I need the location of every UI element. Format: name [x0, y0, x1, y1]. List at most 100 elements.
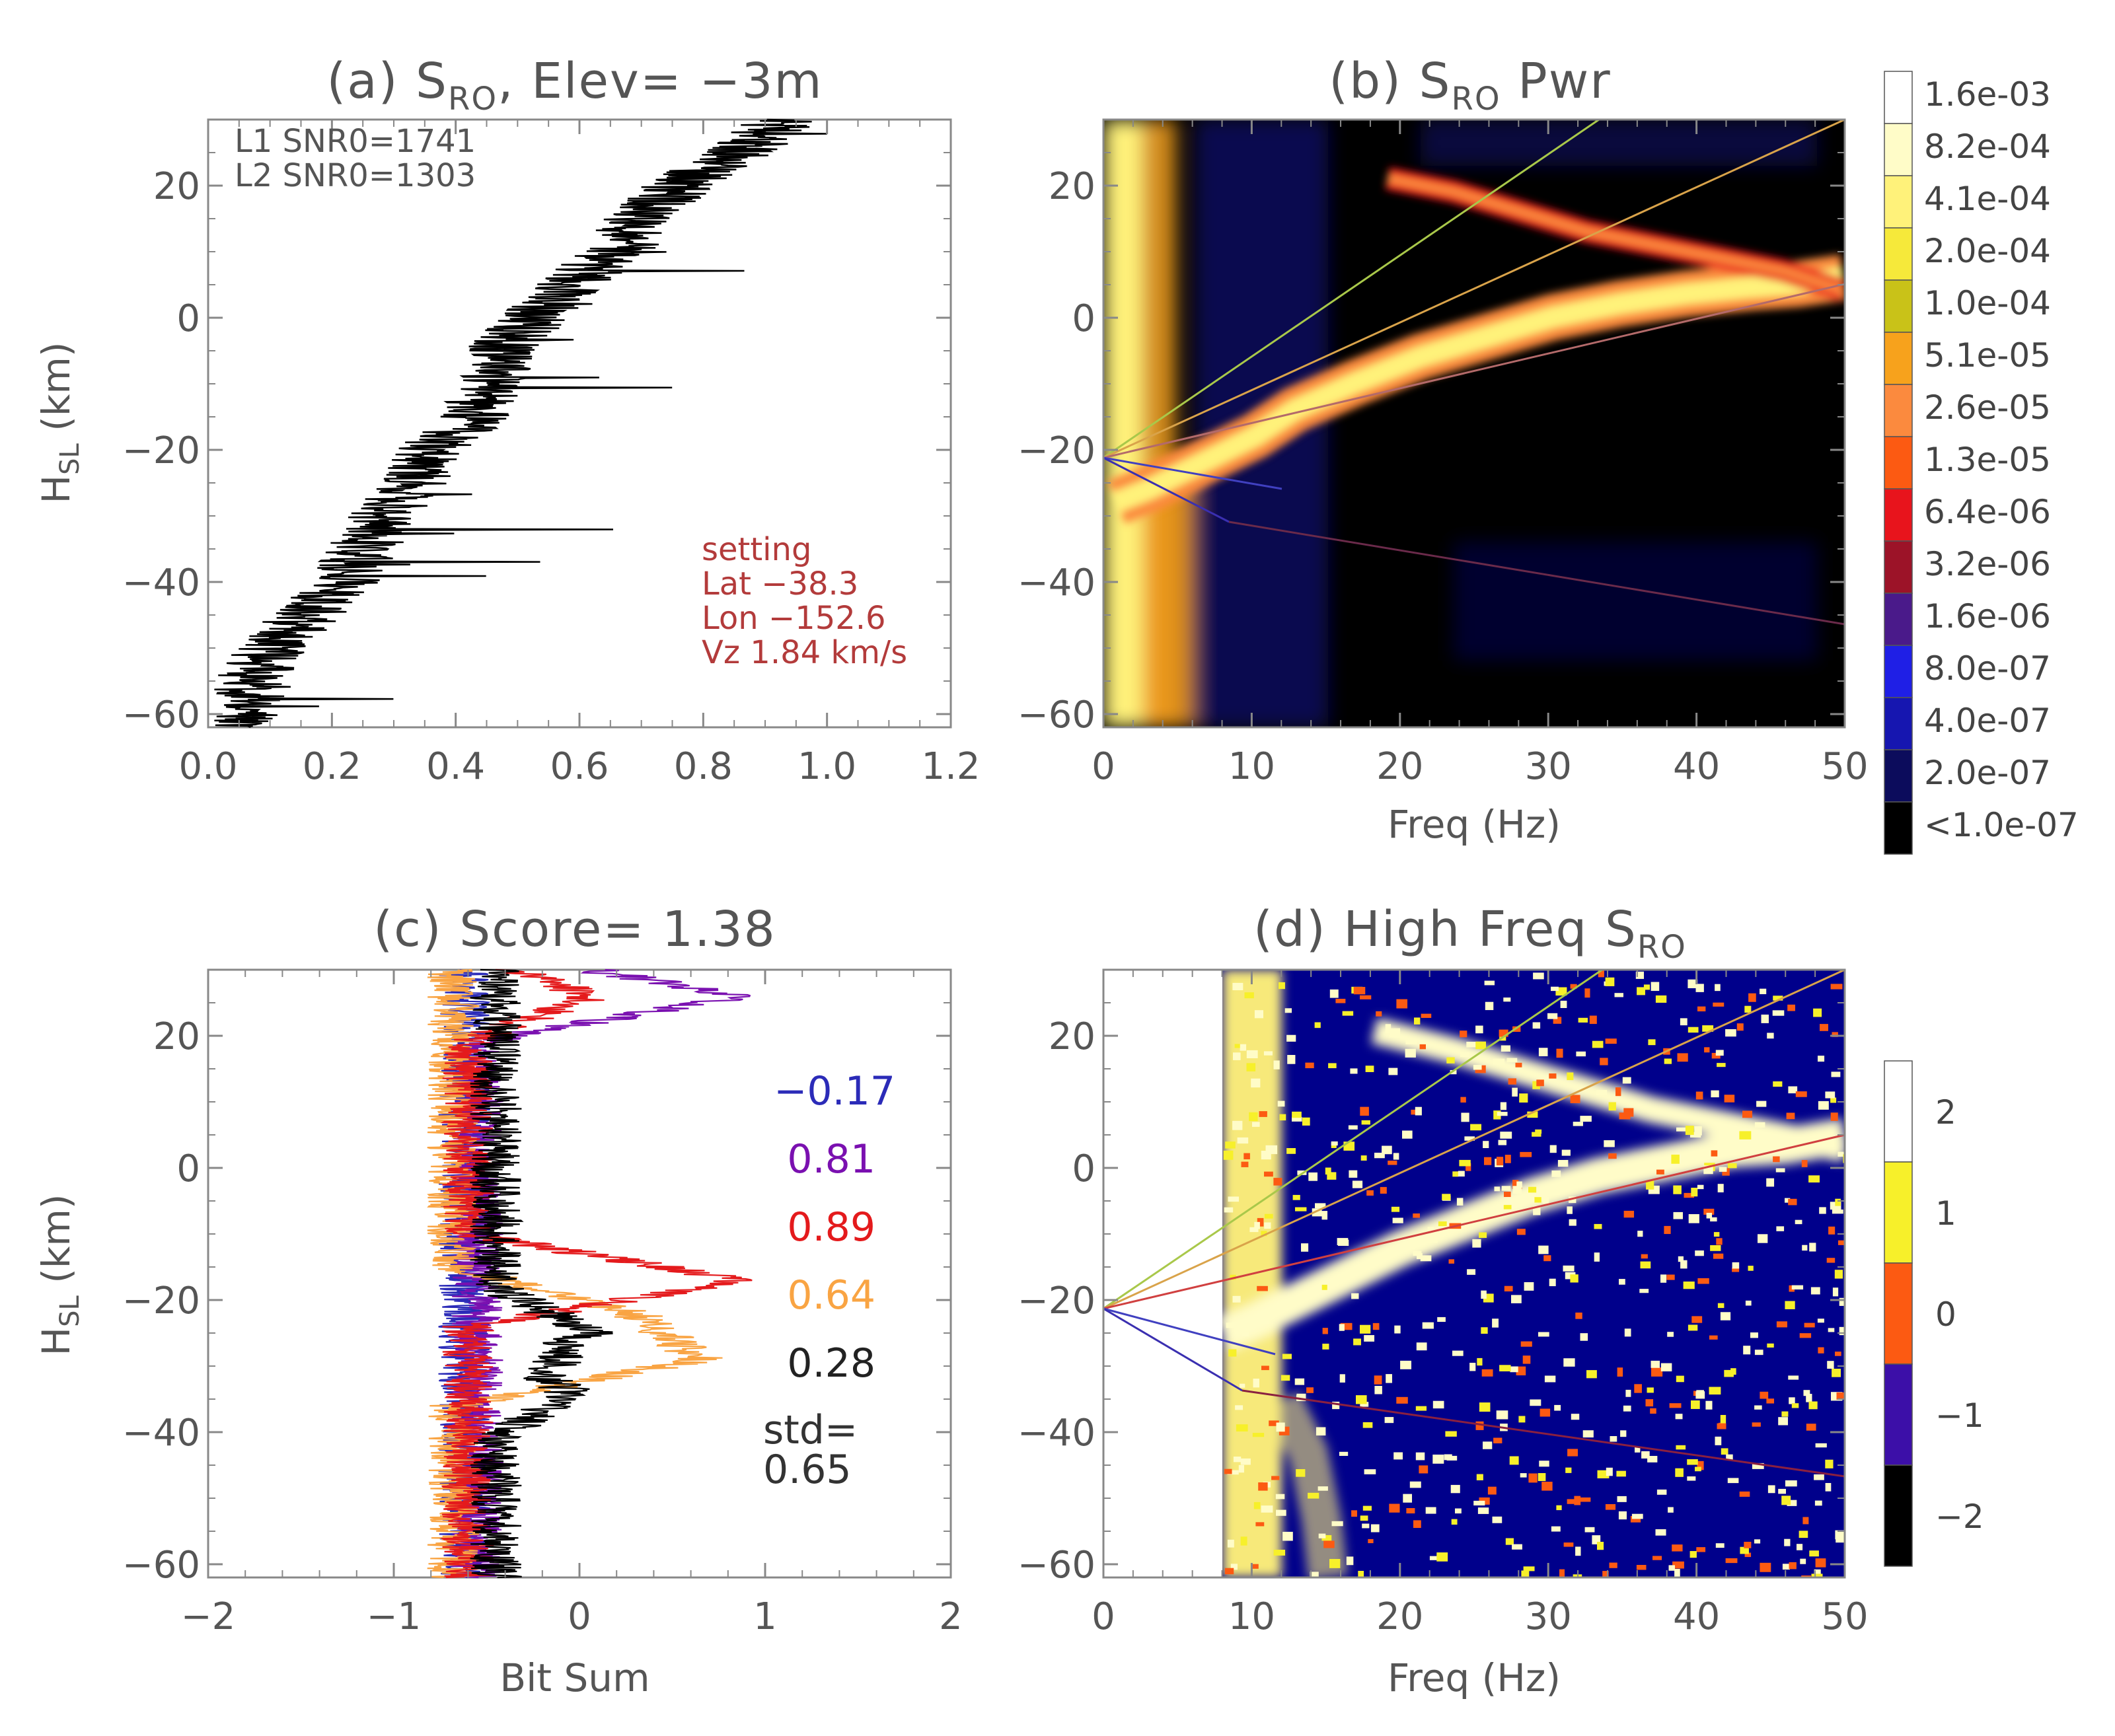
- speckle: [1789, 1285, 1795, 1292]
- speckle: [1292, 1116, 1302, 1122]
- speckle: [1337, 1238, 1349, 1245]
- speckle: [1360, 1402, 1369, 1407]
- speckle: [1388, 1161, 1397, 1165]
- speckle: [1528, 1186, 1537, 1193]
- panel-d-frame: [1102, 968, 1846, 1579]
- speckle: [1246, 1050, 1258, 1059]
- speckle: [1600, 1058, 1608, 1066]
- panel-b-heatmap: [1103, 120, 1845, 727]
- speckle: [1388, 1067, 1398, 1075]
- speckle: [1442, 1194, 1451, 1200]
- speckle: [1516, 1181, 1522, 1188]
- series-blue-score: −0.17: [774, 1068, 895, 1114]
- speckle: [1788, 1086, 1798, 1094]
- speckle: [1257, 1285, 1268, 1291]
- std-value: 0.65: [763, 1447, 852, 1493]
- speckle: [1554, 1404, 1561, 1411]
- speckle: [1676, 1375, 1684, 1383]
- speckle: [1540, 1408, 1551, 1417]
- speckle: [1830, 1112, 1838, 1121]
- speckle: [1233, 1457, 1242, 1463]
- colorbar-label: 8.0e-07: [1924, 649, 2051, 688]
- speckle: [1717, 1423, 1726, 1429]
- speckle: [1452, 1171, 1459, 1177]
- speckle: [1743, 1346, 1751, 1355]
- speckle: [1754, 1350, 1763, 1356]
- speckle: [1580, 1116, 1592, 1122]
- speckle: [1808, 1175, 1820, 1183]
- speckle: [1651, 1367, 1663, 1377]
- speckle: [1524, 1282, 1534, 1291]
- speckle: [1695, 1391, 1705, 1399]
- speckle: [1688, 979, 1698, 989]
- speckle: [1450, 1069, 1457, 1075]
- speckle: [1242, 1332, 1249, 1336]
- speckle: [1280, 1375, 1290, 1381]
- speckle: [1335, 999, 1346, 1003]
- speckle: [1432, 1455, 1444, 1464]
- speckle: [1695, 984, 1704, 992]
- speckle: [1725, 1558, 1738, 1564]
- speckle: [1767, 1485, 1775, 1494]
- speckle: [1705, 1400, 1713, 1410]
- speckle: [1348, 1125, 1358, 1130]
- speckle: [1836, 1392, 1845, 1400]
- colorbar-swatch: [1884, 488, 1913, 542]
- speckle: [1795, 1219, 1802, 1225]
- speckle: [1750, 1332, 1758, 1338]
- snr-l1-annotation: L1 SNR0=1741: [235, 123, 476, 160]
- speckle: [1543, 1255, 1551, 1262]
- speckle: [1711, 1150, 1718, 1157]
- speckle: [1264, 1222, 1271, 1229]
- speckle: [1282, 1354, 1292, 1359]
- speckle: [1295, 1207, 1307, 1212]
- speckle: [1570, 1095, 1580, 1103]
- speckle: [1606, 1467, 1613, 1476]
- speckle: [1539, 1461, 1549, 1467]
- panel-d: (d) High Freq SRO 0 10 20 30 40 50200−20−40−6…: [1018, 901, 1984, 1700]
- speckle: [1329, 989, 1339, 998]
- x-tick-label: 1.0: [798, 745, 856, 788]
- speckle: [1512, 1544, 1522, 1550]
- speckle: [1553, 1017, 1562, 1024]
- speckle: [1815, 1443, 1827, 1448]
- speckle: [1567, 1206, 1573, 1214]
- panel-b-ticks: 0 10 20 30 40 50 20 0 −20 −40 −60: [1018, 119, 1869, 788]
- speckle: [1485, 1001, 1494, 1011]
- speckle: [1631, 1513, 1643, 1519]
- speckle: [1384, 1417, 1394, 1424]
- speckle: [1534, 1197, 1541, 1203]
- speckle: [1648, 1039, 1656, 1046]
- speckle: [1672, 1544, 1683, 1552]
- speckle: [1494, 1186, 1501, 1192]
- speckle: [1249, 1112, 1258, 1122]
- speckle: [1308, 1492, 1319, 1499]
- speckle: [1625, 1389, 1631, 1397]
- speckle: [1321, 1284, 1327, 1290]
- speckle: [1394, 1325, 1401, 1334]
- speckle: [1799, 1333, 1812, 1338]
- speckle: [1286, 1148, 1296, 1154]
- speckle: [1374, 1375, 1382, 1385]
- speckle: [1493, 1058, 1505, 1065]
- speckle: [1710, 1245, 1721, 1251]
- speckle: [1787, 1004, 1795, 1011]
- speckle: [1328, 1063, 1337, 1069]
- speckle: [1656, 1489, 1667, 1495]
- speckle: [1308, 1172, 1317, 1181]
- speckle: [1538, 1332, 1549, 1337]
- x-tick-label: 0: [568, 1595, 591, 1638]
- colorbar-swatch: [1884, 279, 1913, 333]
- speckle: [1598, 970, 1604, 978]
- speckle: [1813, 1008, 1822, 1017]
- speckle: [1615, 1087, 1621, 1097]
- y-tick-label: −40: [122, 561, 200, 604]
- speckle: [1551, 1526, 1561, 1532]
- colorbar-label: −2: [1935, 1498, 1984, 1536]
- speckle: [1574, 1496, 1581, 1505]
- speckle: [1660, 1274, 1667, 1283]
- x-tick-label: 20: [1376, 1595, 1423, 1638]
- speckle: [1647, 1387, 1654, 1393]
- speckle: [1818, 1347, 1824, 1354]
- speckle: [1715, 1436, 1722, 1445]
